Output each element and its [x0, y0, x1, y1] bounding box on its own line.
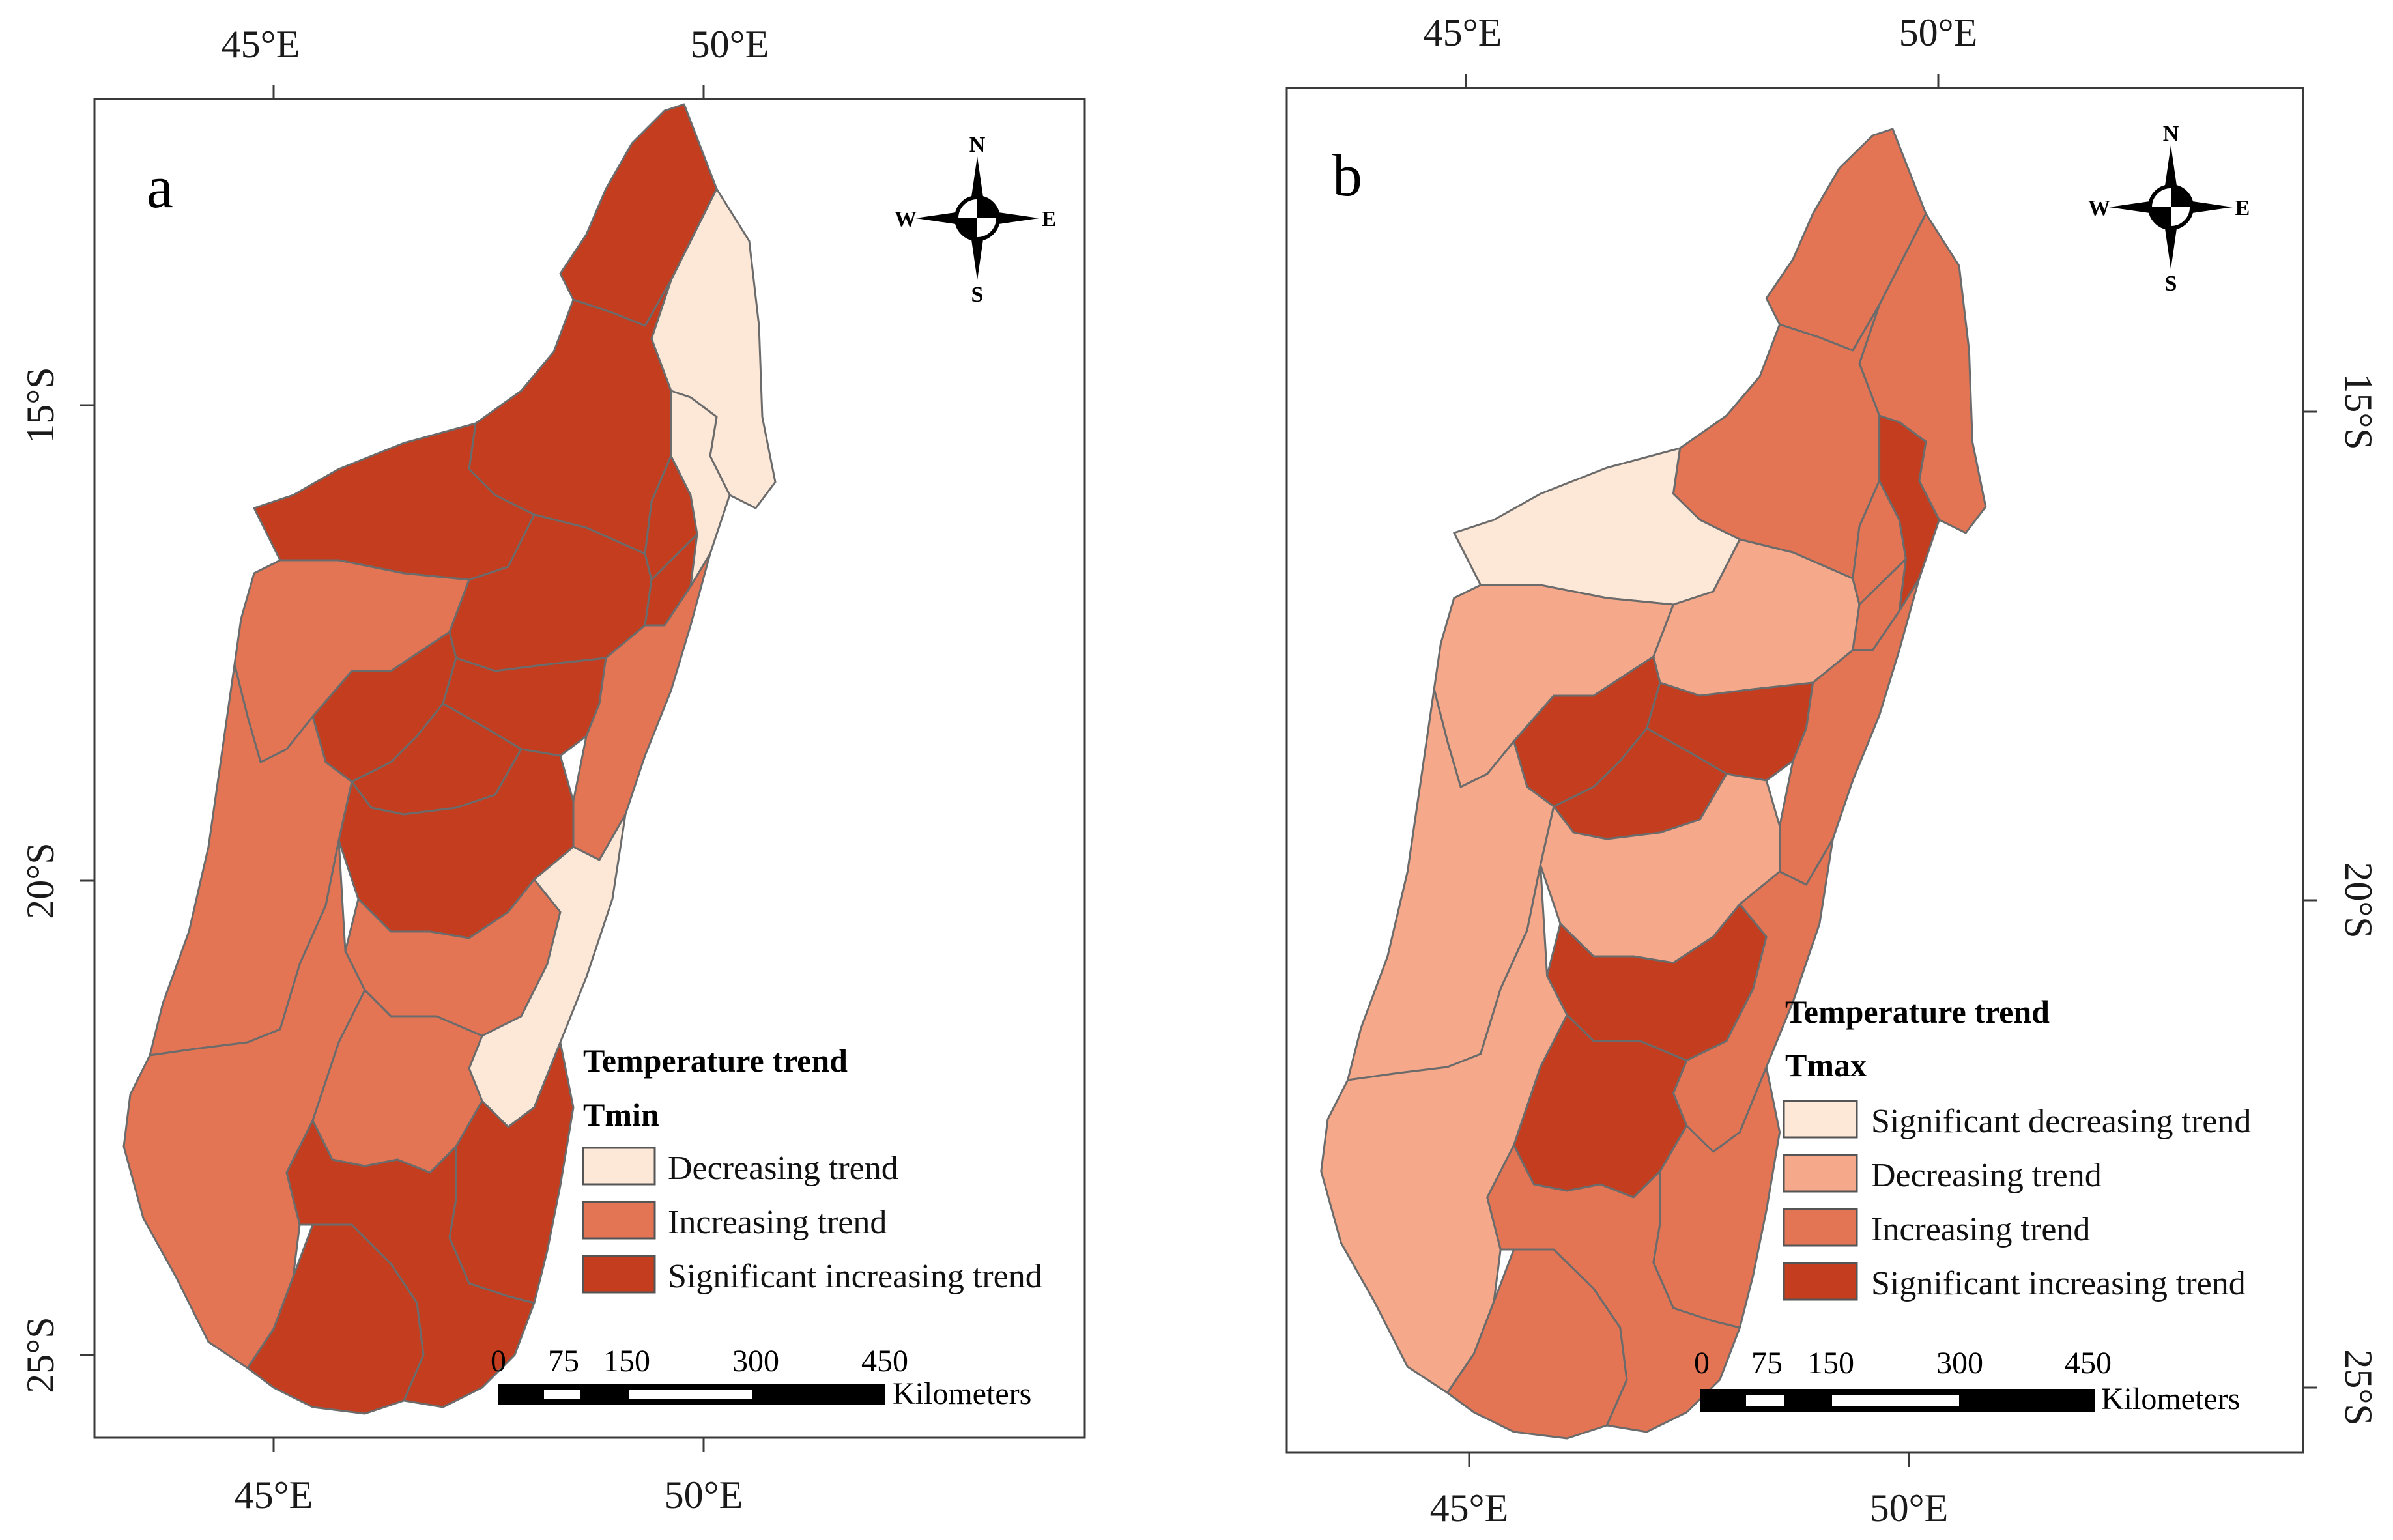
scale-unit: Kilometers [2101, 1382, 2240, 1416]
legend-label: Decreasing trend [1871, 1157, 2102, 1194]
legend-swatch [1783, 1154, 1858, 1193]
panel-b-tmax-map: 45°E 50°E 45°E 50°E 15°S 20°S 25°S b N S… [1285, 11, 2380, 1530]
panel-letter: a [147, 154, 173, 220]
north-arrow-compass: N S W E [2088, 122, 2250, 296]
legend-label: Increasing trend [668, 1204, 887, 1241]
panel-a-tmin-map: 45°E 50°E 45°E 50°E 15°S 20°S 25°S a N S… [19, 23, 1086, 1517]
legend-item: Significant increasing trend [1783, 1262, 2246, 1302]
lat-label-20: 20°S [2337, 862, 2380, 938]
legend-label: Significant decreasing trend [1871, 1103, 2251, 1140]
compass-e: E [2235, 196, 2250, 220]
lat-label-25: 25°S [19, 1317, 62, 1393]
map-legend: Temperature trend Tmax Significant decre… [1783, 993, 2251, 1302]
lon-label-45-bottom: 45°E [1430, 1487, 1509, 1530]
scale-bar: 0 75 150 300 450 Kilometers [1694, 1346, 2240, 1416]
legend-item: Increasing trend [1783, 1208, 2090, 1248]
scale-tick-150: 150 [603, 1344, 650, 1378]
legend-label: Significant increasing trend [1871, 1265, 2246, 1302]
legend-label: Increasing trend [1871, 1211, 2090, 1248]
legend-swatch [582, 1147, 656, 1186]
lon-label-50-top: 50°E [691, 23, 769, 66]
panel-letter: b [1332, 142, 1362, 208]
lat-label-15: 15°S [19, 367, 62, 443]
scale-tick-150: 150 [1807, 1346, 1854, 1380]
legend-swatch [1783, 1208, 1858, 1247]
map-frame [1285, 87, 2304, 1454]
legend-title: Temperature trend [583, 1042, 848, 1079]
legend-variable: Tmin [583, 1096, 659, 1133]
map-legend: Temperature trend Tmin Decreasing trend … [582, 1042, 1042, 1295]
scale-tick-300: 300 [732, 1344, 779, 1378]
lon-label-50-bottom: 50°E [1870, 1487, 1949, 1530]
scale-tick-0: 0 [1694, 1346, 1710, 1380]
lat-label-25: 25°S [2337, 1349, 2380, 1425]
legend-label: Significant increasing trend [668, 1258, 1042, 1295]
compass-s: S [971, 283, 984, 307]
scale-tick-450: 450 [861, 1344, 908, 1378]
scale-tick-75: 75 [548, 1344, 579, 1378]
compass-e: E [1042, 207, 1057, 231]
lon-label-45-top: 45°E [222, 23, 300, 66]
legend-swatch [582, 1255, 656, 1294]
lon-label-50-top: 50°E [1899, 11, 1978, 54]
legend-swatch [1783, 1262, 1858, 1301]
scale-tick-450: 450 [2065, 1346, 2112, 1380]
tick-marks [80, 85, 705, 1452]
legend-swatch [1783, 1100, 1858, 1139]
scale-bar: 0 75 150 300 450 Kilometers [491, 1344, 1031, 1411]
lat-label-20: 20°S [19, 842, 62, 919]
map-frame [93, 98, 1086, 1439]
legend-item: Significant increasing trend [582, 1255, 1042, 1295]
scale-tick-300: 300 [1936, 1346, 1983, 1380]
legend-variable: Tmax [1785, 1047, 1867, 1083]
legend-item: Decreasing trend [1783, 1154, 2102, 1194]
legend-item: Increasing trend [582, 1201, 887, 1241]
lon-label-50-bottom: 50°E [665, 1474, 743, 1517]
legend-item: Significant decreasing trend [1783, 1100, 2251, 1140]
compass-w: W [895, 207, 917, 231]
lon-label-45-bottom: 45°E [235, 1474, 313, 1517]
compass-n: N [969, 133, 986, 157]
legend-title: Temperature trend [1785, 993, 2050, 1030]
compass-s: S [2165, 272, 2177, 296]
tick-marks [1465, 74, 2317, 1467]
legend-swatch [582, 1201, 656, 1240]
lon-label-45-top: 45°E [1424, 11, 1502, 54]
north-arrow-compass: N S W E [895, 133, 1056, 307]
legend-item: Decreasing trend [582, 1147, 898, 1187]
lat-label-15: 15°S [2337, 373, 2380, 449]
scale-tick-0: 0 [491, 1344, 506, 1378]
scale-unit: Kilometers [893, 1376, 1031, 1411]
legend-label: Decreasing trend [668, 1150, 898, 1187]
scale-tick-75: 75 [1751, 1346, 1783, 1380]
compass-n: N [2163, 122, 2179, 146]
compass-w: W [2088, 196, 2110, 220]
